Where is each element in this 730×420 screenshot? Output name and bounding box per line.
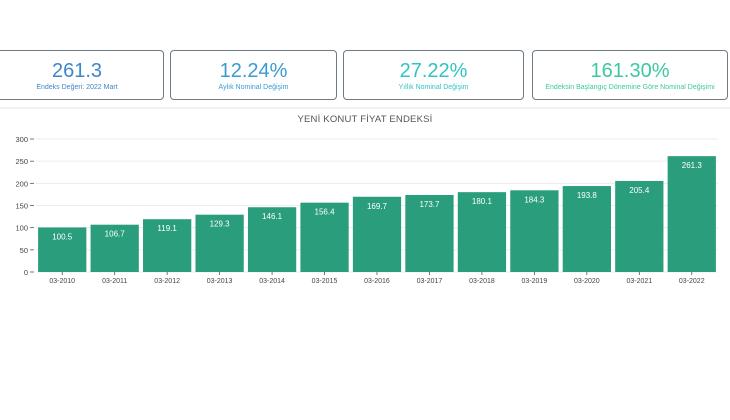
x-tick-label: 03-2020 bbox=[574, 278, 600, 285]
kpi-card-index-value: 261.3 Endeks Değeri: 2022 Mart bbox=[0, 50, 164, 100]
bars: 100.5 106.7 119.1 129.3 146.1 156.4 169.7 173.7… bbox=[38, 156, 716, 272]
bar-value-label: 119.1 bbox=[157, 224, 177, 233]
x-tick-label: 03-2022 bbox=[679, 278, 705, 285]
kpi-value: 12.24% bbox=[219, 60, 288, 82]
bar-value-label: 261.3 bbox=[682, 161, 703, 170]
x-tick-label: 03-2011 bbox=[102, 278, 127, 285]
bar[interactable] bbox=[90, 224, 139, 272]
x-tick-label: 03-2010 bbox=[49, 278, 75, 285]
kpi-label: Endeks Değeri: 2022 Mart bbox=[36, 84, 118, 91]
x-tick-label: 03-2013 bbox=[207, 278, 233, 285]
bar[interactable] bbox=[405, 194, 454, 272]
kpi-row: 261.3 Endeks Değeri: 2022 Mart 12.24% Ay… bbox=[0, 0, 730, 110]
bar[interactable] bbox=[615, 180, 664, 272]
bar-value-label: 205.4 bbox=[629, 186, 650, 195]
kpi-label: Yıllık Nominal Değişim bbox=[398, 84, 469, 91]
bar-value-label: 106.7 bbox=[105, 230, 126, 239]
y-axis: 0 50 100 150 200 250 300 bbox=[15, 135, 34, 277]
kpi-card-monthly-change: 12.24% Aylık Nominal Değişim bbox=[170, 50, 337, 100]
kpi-value: 161.30% bbox=[590, 60, 670, 82]
kpi-value: 261.3 bbox=[51, 60, 103, 82]
bar[interactable] bbox=[300, 202, 349, 272]
bar-value-label: 173.7 bbox=[419, 200, 440, 209]
chart-title: YENİ KONUT FİYAT ENDEKSİ bbox=[297, 114, 433, 125]
bar[interactable] bbox=[510, 190, 559, 272]
y-tick-label: 250 bbox=[15, 157, 28, 166]
bar-value-label: 184.3 bbox=[524, 195, 545, 204]
x-tick-label: 03-2015 bbox=[312, 278, 338, 285]
bar-value-label: 156.4 bbox=[315, 208, 336, 217]
bar-value-label: 180.1 bbox=[472, 197, 493, 206]
kpi-card-base-change: 161.30% Endeksin Başlangıç Dönemine Göre… bbox=[532, 50, 728, 100]
kpi-card-annual-change: 27.22% Yıllık Nominal Değişim bbox=[343, 50, 524, 100]
y-tick-label: 200 bbox=[15, 179, 28, 188]
bar-value-label: 193.8 bbox=[577, 191, 598, 200]
x-tick-label: 03-2016 bbox=[364, 278, 390, 285]
bar[interactable] bbox=[457, 192, 507, 272]
x-tick-label: 03-2021 bbox=[626, 278, 652, 285]
y-tick-label: 50 bbox=[20, 246, 28, 255]
x-tick-label: 03-2017 bbox=[417, 278, 443, 285]
kpi-value: 27.22% bbox=[399, 60, 468, 82]
bar-value-label: 129.3 bbox=[210, 220, 231, 229]
bar-value-label: 146.1 bbox=[262, 212, 283, 221]
bar[interactable] bbox=[352, 196, 402, 272]
x-tick-label: 03-2014 bbox=[259, 278, 285, 285]
y-tick-label: 0 bbox=[24, 268, 28, 277]
bar[interactable] bbox=[562, 186, 611, 272]
bar[interactable] bbox=[667, 156, 716, 272]
bar-value-label: 100.5 bbox=[52, 232, 73, 241]
x-tick-label: 03-2018 bbox=[469, 278, 495, 285]
bar-value-label: 169.7 bbox=[367, 202, 388, 211]
bar[interactable] bbox=[38, 227, 87, 272]
kpi-label: Aylık Nominal Değişim bbox=[218, 84, 289, 91]
x-axis: 03-2010 03-2011 03-2012 03-2013 03-2014 03-20… bbox=[49, 272, 705, 285]
bar[interactable] bbox=[195, 214, 244, 272]
x-tick-label: 03-2012 bbox=[154, 278, 180, 285]
bar[interactable] bbox=[143, 219, 192, 272]
kpi-label: Endeksin Başlangıç Dönemine Göre Nominal… bbox=[545, 84, 715, 91]
y-tick-label: 100 bbox=[15, 224, 28, 233]
x-tick-label: 03-2019 bbox=[522, 278, 548, 285]
y-tick-label: 150 bbox=[15, 202, 28, 211]
bar[interactable] bbox=[247, 207, 297, 272]
y-tick-label: 300 bbox=[15, 135, 28, 144]
